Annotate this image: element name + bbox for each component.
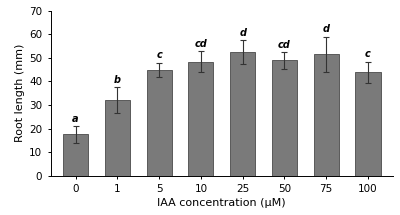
Text: cd: cd — [278, 40, 291, 50]
Bar — [230, 52, 255, 176]
Text: c: c — [156, 50, 162, 60]
Bar — [272, 60, 297, 176]
Bar — [147, 70, 172, 176]
Bar — [63, 134, 88, 176]
Text: d: d — [239, 28, 246, 38]
Y-axis label: Root length (mm): Root length (mm) — [15, 44, 25, 142]
Bar — [356, 72, 380, 176]
Text: c: c — [365, 49, 371, 59]
Bar — [188, 61, 214, 176]
Bar — [314, 54, 339, 176]
Text: b: b — [114, 75, 121, 85]
Text: a: a — [72, 114, 79, 124]
Text: d: d — [323, 25, 330, 34]
Bar — [105, 100, 130, 176]
X-axis label: IAA concentration (μM): IAA concentration (μM) — [158, 198, 286, 208]
Text: cd: cd — [194, 38, 207, 49]
